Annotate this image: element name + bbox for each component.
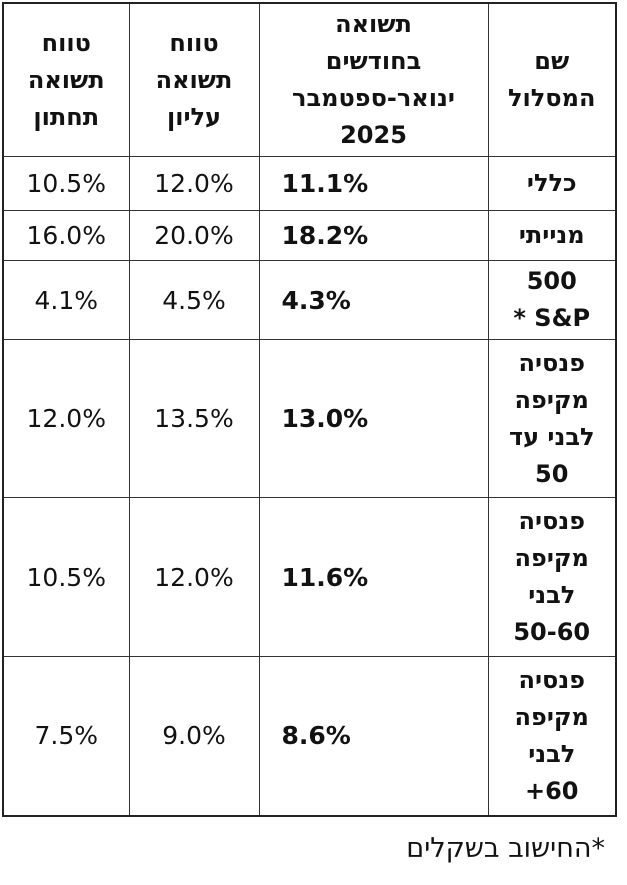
cell-lower-range: 10.5%: [2, 497, 130, 657]
table-row: כללי 11.1% 12.0% 10.5%: [2, 156, 617, 211]
cell-upper-range: 4.5%: [128, 260, 260, 340]
header-upper-range: טווח תשואה עליון: [128, 2, 260, 157]
header-track-name: שם המסלול: [487, 2, 617, 157]
cell-track-name: כללי: [487, 156, 617, 211]
header-row: שם המסלול תשואה בחודשים ינואר-ספטמבר 202…: [2, 2, 617, 157]
table-row: מנייתי 18.2% 20.0% 16.0%: [2, 210, 617, 261]
returns-table-wrapper: שם המסלול תשואה בחודשים ינואר-ספטמבר 202…: [2, 2, 617, 817]
cell-return-jan-sep: 11.1%: [258, 156, 489, 211]
cell-upper-range: 20.0%: [128, 210, 260, 261]
cell-lower-range: 10.5%: [2, 156, 130, 211]
cell-track-name: פנסיה מקיפה לבני 50-60: [487, 497, 617, 657]
cell-lower-range: 16.0%: [2, 210, 130, 261]
cell-track-name: פנסיה מקיפה לבני עד 50: [487, 339, 617, 498]
cell-return-jan-sep: 13.0%: [258, 339, 489, 498]
header-return-jan-sep-2025: תשואה בחודשים ינואר-ספטמבר 2025: [258, 2, 489, 157]
cell-upper-range: 12.0%: [128, 497, 260, 657]
returns-table: שם המסלול תשואה בחודשים ינואר-ספטמבר 202…: [2, 2, 617, 817]
cell-return-jan-sep: 18.2%: [258, 210, 489, 261]
cell-return-jan-sep: 4.3%: [258, 260, 489, 340]
header-lower-range: טווח תשואה תחתון: [2, 2, 130, 157]
table-row: פנסיה מקיפה לבני 60+ 8.6% 9.0% 7.5%: [2, 656, 617, 816]
cell-upper-range: 12.0%: [128, 156, 260, 211]
cell-upper-range: 13.5%: [128, 339, 260, 498]
cell-return-jan-sep: 11.6%: [258, 497, 489, 657]
cell-track-name: מנייתי: [487, 210, 617, 261]
cell-lower-range: 12.0%: [2, 339, 130, 498]
cell-track-name: 500 S&P *: [487, 260, 617, 340]
table-row: פנסיה מקיפה לבני עד 50 13.0% 13.5% 12.0%: [2, 339, 617, 498]
cell-upper-range: 9.0%: [128, 656, 260, 816]
table-row: 500 S&P * 4.3% 4.5% 4.1%: [2, 260, 617, 340]
cell-return-jan-sep: 8.6%: [258, 656, 489, 816]
footnote: *החישוב בשקלים: [406, 832, 605, 864]
cell-lower-range: 7.5%: [2, 656, 130, 816]
cell-track-name: פנסיה מקיפה לבני 60+: [487, 656, 617, 816]
table-row: פנסיה מקיפה לבני 50-60 11.6% 12.0% 10.5%: [2, 497, 617, 657]
cell-lower-range: 4.1%: [2, 260, 130, 340]
